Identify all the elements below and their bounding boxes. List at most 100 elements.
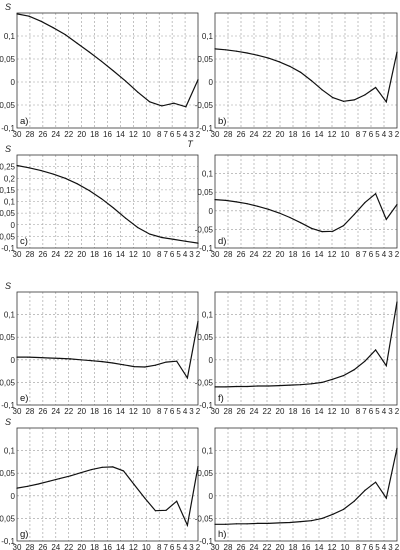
- panel-label: h): [218, 529, 226, 540]
- x-tick-label: 2: [196, 407, 201, 416]
- data-point: [16, 356, 18, 358]
- panel-c: -0,1-0,0500,050,10,150,20,25302826242220…: [0, 144, 201, 259]
- x-tick-label: 5: [375, 130, 380, 139]
- x-tick-label: 20: [77, 130, 86, 139]
- x-tick-label: 6: [170, 543, 175, 550]
- x-tick-label: 8: [356, 407, 361, 416]
- x-tick-label: 14: [315, 407, 324, 416]
- y-tick-label: -0,1: [1, 244, 15, 253]
- plot-frame: [16, 12, 199, 129]
- x-tick-label: 28: [224, 130, 233, 139]
- data-point: [58, 357, 61, 360]
- x-tick-label: 3: [189, 543, 194, 550]
- data-point: [235, 201, 238, 203]
- data-point: [58, 478, 61, 480]
- y-tick-label: 0: [11, 356, 16, 365]
- data-point: [197, 465, 199, 468]
- data-point: [154, 364, 157, 366]
- data-point: [69, 358, 71, 360]
- x-tick-label: 7: [163, 407, 168, 416]
- x-tick-label: 2: [395, 407, 400, 416]
- data-point: [101, 361, 103, 363]
- x-tick-label: 2: [395, 250, 400, 259]
- x-tick-label: 4: [382, 543, 387, 550]
- y-tick-label: -0,05: [195, 101, 214, 110]
- data-point: [76, 42, 78, 44]
- x-tick-label: 24: [250, 407, 259, 416]
- data-point: [310, 80, 312, 82]
- x-tick-label: 3: [388, 407, 393, 416]
- data-point: [80, 472, 82, 474]
- data-point: [300, 71, 302, 73]
- data-point: [173, 238, 175, 240]
- x-tick-label: 7: [163, 130, 168, 139]
- plot-frame: [16, 154, 199, 249]
- y-tick-label: 0,1: [4, 447, 16, 456]
- x-tick-label: 20: [77, 250, 86, 259]
- y-tick-label: -0,05: [0, 101, 16, 110]
- data-point: [342, 375, 345, 377]
- data-point: [300, 222, 302, 224]
- x-tick-label: 2: [196, 250, 201, 259]
- y-tick-label: 0: [209, 78, 214, 87]
- data-point: [396, 447, 398, 449]
- y-axis-title: S: [5, 2, 11, 12]
- data-point: [374, 349, 377, 351]
- y-tick-label: 0: [209, 207, 214, 216]
- data-point: [332, 230, 334, 232]
- data-point: [225, 199, 227, 201]
- panel-label: g): [20, 529, 28, 540]
- panel-label: e): [20, 393, 28, 404]
- x-tick-label: 30: [211, 543, 220, 550]
- series-line: [214, 48, 398, 104]
- data-point: [267, 208, 270, 210]
- x-tick-label: 10: [341, 250, 350, 259]
- x-tick-label: 28: [25, 407, 34, 416]
- x-tick-label: 22: [263, 130, 272, 139]
- data-point: [246, 203, 248, 205]
- data-point: [235, 385, 238, 388]
- x-tick-label: 20: [276, 250, 285, 259]
- data-point: [69, 475, 71, 477]
- data-point: [278, 384, 280, 387]
- data-point: [214, 386, 216, 388]
- y-tick-label: 0,2: [4, 174, 16, 183]
- x-tick-label: 14: [315, 543, 324, 550]
- y-tick-label: 0: [11, 492, 16, 501]
- x-tick-label: 10: [142, 407, 151, 416]
- x-tick-label: 18: [90, 407, 99, 416]
- data-point: [332, 378, 334, 380]
- x-tick-label: 12: [129, 407, 138, 416]
- series-line: [215, 301, 398, 388]
- x-tick-label: 8: [356, 543, 361, 550]
- x-tick-label: 12: [328, 250, 337, 259]
- y-tick-label: 0: [11, 78, 16, 87]
- x-tick-label: 26: [237, 130, 246, 139]
- data-point: [149, 101, 151, 103]
- x-tick-label: 4: [183, 130, 188, 139]
- y-tick-label: 0,1: [4, 32, 16, 41]
- x-tick-label: 20: [276, 543, 285, 550]
- data-point: [246, 52, 248, 54]
- x-tick-label: 20: [77, 407, 86, 416]
- x-tick-label: 26: [38, 407, 47, 416]
- data-point: [176, 360, 178, 362]
- data-point: [185, 106, 187, 108]
- data-point: [144, 366, 146, 368]
- x-tick-label: 20: [276, 130, 285, 139]
- x-tick-label: 5: [176, 250, 181, 259]
- x-tick-label: 3: [189, 250, 194, 259]
- x-tick-label: 4: [183, 250, 188, 259]
- plot-frame: [214, 291, 398, 406]
- data-point: [300, 384, 302, 386]
- x-tick-label: 30: [211, 407, 220, 416]
- y-tick-label: -0,05: [195, 378, 214, 387]
- y-tick-label: 0,05: [197, 188, 213, 197]
- y-tick-label: 0,05: [197, 333, 213, 342]
- y-tick-label: 0,05: [0, 333, 16, 342]
- x-tick-label: 18: [289, 543, 298, 550]
- y-tick-label: 0,05: [197, 55, 213, 64]
- data-point: [16, 164, 18, 167]
